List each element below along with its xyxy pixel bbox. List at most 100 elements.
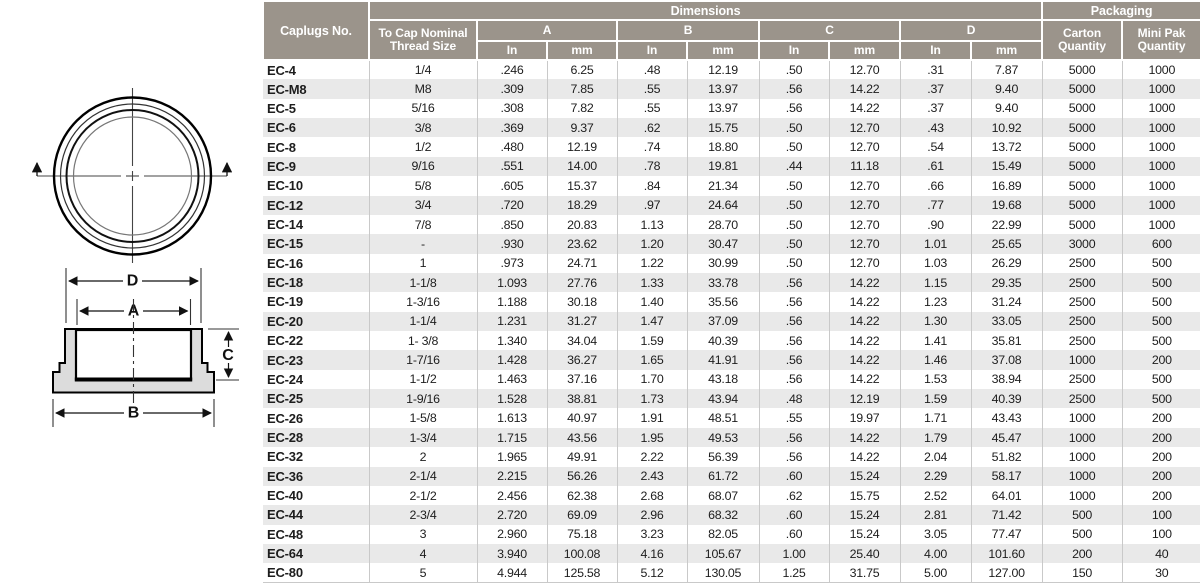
- table-cell: 105.67: [686, 543, 759, 564]
- table-cell: 5000: [1041, 176, 1123, 196]
- table-cell: 200: [1121, 466, 1200, 486]
- table-cell: 200: [1121, 408, 1200, 428]
- table-cell: 1-3/4: [368, 427, 477, 448]
- table-cell: 1.188: [476, 292, 547, 312]
- caplugs-no-cell: EC-4: [267, 62, 296, 78]
- table-cell: 69.09: [546, 505, 617, 525]
- table-cell: 1.70: [616, 369, 687, 390]
- table-cell: 25.65: [970, 234, 1043, 254]
- table-cell: 15.24: [828, 505, 900, 525]
- table-cell: 14.00: [546, 156, 617, 177]
- table-cell: 27.76: [546, 272, 617, 293]
- table-cell: 14.22: [828, 292, 900, 312]
- table-cell: 1.53: [899, 369, 971, 390]
- table-cell: 200: [1121, 485, 1200, 506]
- table-cell: 127.00: [970, 563, 1043, 584]
- table-cell: 38.94: [970, 369, 1043, 390]
- table-cell: .56: [758, 292, 829, 312]
- table-cell: 2500: [1041, 253, 1123, 273]
- header-d-in: In: [899, 40, 972, 61]
- caplugs-no-cell: EC-22: [267, 333, 303, 349]
- table-cell: 75.18: [546, 524, 617, 544]
- table-cell: 500: [1121, 292, 1200, 312]
- cap-drawing-svg: D A C B: [31, 88, 239, 427]
- table-cell: 1000: [1041, 408, 1123, 428]
- table-cell: .973: [476, 253, 547, 273]
- table-cell: .50: [758, 214, 829, 235]
- table-cell: 1.33: [616, 272, 687, 293]
- table-cell: .930: [476, 234, 547, 254]
- table-cell: 1.95: [616, 427, 687, 448]
- table-cell: 10.92: [970, 118, 1043, 138]
- table-cell: 19.81: [686, 156, 759, 177]
- table-cell: 1.71: [899, 408, 971, 428]
- table-cell: 1.46: [899, 350, 971, 370]
- table-cell: .480: [476, 137, 547, 157]
- table-cell: 1.47: [616, 311, 687, 332]
- table-cell: 1.20: [616, 234, 687, 254]
- table-cell: 12.70: [828, 60, 900, 80]
- dim-label-d: D: [127, 273, 139, 290]
- table-cell: 1.59: [899, 389, 971, 409]
- table-cell: 15.49: [970, 156, 1043, 177]
- table-cell: 13.97: [686, 98, 759, 119]
- table-cell: 61.72: [686, 466, 759, 486]
- table-cell: 12.19: [828, 389, 900, 409]
- table-cell: 1.30: [899, 311, 971, 332]
- table-cell: .97: [616, 195, 687, 215]
- table-row: EC-80 5 4.944 125.58 5.12 130.05 1.25 31.75 5.00…: [263, 563, 1200, 584]
- table-cell: 12.70: [828, 253, 900, 273]
- table-cell: 1/2: [368, 137, 477, 157]
- cap-top-view: [31, 88, 233, 263]
- table-row: EC-4 1/4.246 6.25.48 12.19.50 12.70.31 7.87 50…: [263, 60, 1200, 80]
- table-cell: 35.81: [970, 331, 1043, 351]
- caplugs-no-cell: EC-6: [267, 120, 296, 136]
- table-cell: 500: [1121, 369, 1200, 390]
- table-cell: 1.340: [476, 331, 547, 351]
- table-cell: 19.97: [828, 408, 900, 428]
- spec-table-container: Caplugs No. Dimensions Packaging To Cap …: [262, 0, 1200, 584]
- table-cell: 9/16: [368, 156, 477, 177]
- table-cell: 500: [1121, 331, 1200, 351]
- table-cell: 12.70: [828, 195, 900, 215]
- table-cell: 2.29: [899, 466, 971, 486]
- table-cell: 1.59: [616, 331, 687, 351]
- table-cell: 12.70: [828, 234, 900, 254]
- table-cell: 150: [1041, 563, 1123, 584]
- table-cell: .48: [758, 389, 829, 409]
- table-cell: 5/8: [368, 176, 477, 196]
- cap-section-view: D A C B: [52, 268, 239, 427]
- table-cell: .56: [758, 311, 829, 332]
- table-cell: .50: [758, 195, 829, 215]
- table-cell: 64.01: [970, 485, 1043, 506]
- header-a-mm: mm: [546, 40, 618, 61]
- caplugs-no-cell: EC-9: [267, 158, 296, 174]
- table-cell: 2.52: [899, 485, 971, 506]
- table-cell: 1.25: [758, 563, 829, 584]
- table-cell: 200: [1041, 543, 1123, 564]
- table-cell: 5000: [1041, 137, 1123, 157]
- table-row: EC-5 5/16.308 7.82.55 13.97.56 14.22.37 9.40 5…: [263, 98, 1200, 119]
- table-row: EC-28 1-3/4 1.715 43.56 1.95 49.53.56 14.22 1.7…: [263, 427, 1200, 448]
- table-cell: 34.04: [546, 331, 617, 351]
- table-cell: .56: [758, 447, 829, 467]
- table-cell: .551: [476, 156, 547, 177]
- table-cell: .60: [758, 524, 829, 544]
- table-cell: 36.27: [546, 350, 617, 370]
- table-cell: 5000: [1041, 214, 1123, 235]
- table-cell: .55: [758, 408, 829, 428]
- table-cell: .37: [899, 98, 971, 119]
- table-cell: .308: [476, 98, 547, 119]
- table-cell: 33.05: [970, 311, 1043, 332]
- table-row: EC-6 3/8.369 9.37.62 15.75.50 12.70.43 10.92 5…: [263, 118, 1200, 138]
- table-cell: 14.22: [828, 447, 900, 467]
- table-cell: 1000: [1121, 79, 1200, 99]
- table-cell: .60: [758, 505, 829, 525]
- table-row: EC-32 2 1.965 49.91 2.22 56.39.56 14.22 2.04 51.…: [263, 447, 1200, 467]
- table-cell: 37.16: [546, 369, 617, 390]
- table-row: EC-8 1/2.480 12.19.74 18.80.50 12.70.54 13.72…: [263, 137, 1200, 157]
- table-cell: .62: [758, 485, 829, 506]
- table-cell: 2.456: [476, 485, 547, 506]
- caplugs-no-cell: EC-M8: [267, 81, 307, 97]
